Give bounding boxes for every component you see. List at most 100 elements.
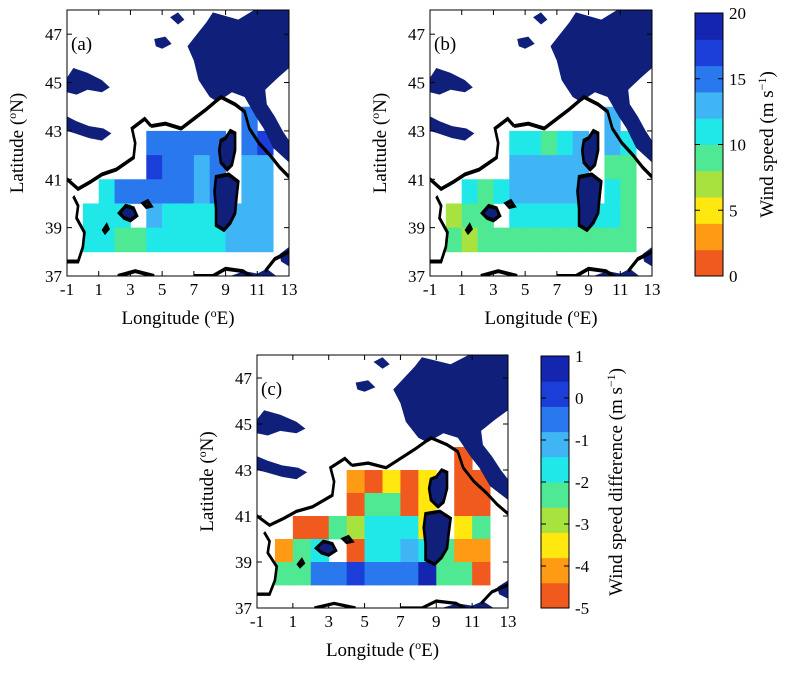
heatmap-cell (620, 228, 636, 253)
colorbar-segment (541, 532, 569, 558)
x-tick-label: 7 (190, 280, 199, 299)
heatmap-cell (130, 228, 146, 253)
heatmap-cell (400, 493, 418, 516)
heatmap-cell (557, 203, 573, 228)
heatmap-cell (162, 228, 178, 253)
heatmap-cell (604, 131, 620, 156)
heatmap-cell (83, 203, 99, 228)
x-tick-label: 7 (396, 612, 405, 631)
heatmap-cell (400, 470, 418, 493)
colorbar-segment (541, 457, 569, 483)
x-axis-label: Longitude (oE) (484, 306, 597, 329)
heatmap-cell (241, 155, 257, 180)
colorbar-tick-label: 20 (729, 4, 746, 23)
heatmap-cell (400, 539, 418, 562)
heatmap-cell (257, 228, 273, 253)
heatmap-cell (383, 516, 401, 539)
colorbar-tick-label: 1 (575, 347, 584, 366)
colorbar-tick-label: 0 (729, 267, 738, 286)
heatmap-cell (146, 228, 162, 253)
heatmap-cell (162, 179, 178, 204)
heatmap-cell (472, 516, 490, 539)
colorbar-label: Wind speed difference (m s−1) (604, 368, 627, 596)
x-tick-label: 9 (432, 612, 441, 631)
heatmap-cell (257, 179, 273, 204)
x-tick-label: 9 (584, 280, 593, 299)
colorbar-tick-label: -3 (575, 515, 589, 534)
heatmap-cell (541, 179, 557, 204)
heatmap-cell (146, 155, 162, 180)
heatmap-cell (493, 228, 509, 253)
heatmap-cell (541, 131, 557, 156)
colorbar-segment (541, 583, 569, 609)
heatmap-cell (493, 179, 509, 204)
heatmap-cell (509, 131, 525, 156)
heatmap-cell (178, 179, 194, 204)
colorbar-tick-label: -2 (575, 473, 589, 492)
x-tick-label: 3 (126, 280, 135, 299)
colorbar-tick-label: -1 (575, 431, 589, 450)
colorbar-segment (541, 406, 569, 432)
heatmap-cell (541, 155, 557, 180)
colorbar-segment (541, 482, 569, 508)
y-tick-label: 47 (235, 369, 253, 388)
panel-label: (b) (434, 34, 456, 55)
heatmap-cell (226, 228, 242, 253)
heatmap-cell (400, 562, 418, 585)
heatmap-cell (194, 179, 210, 204)
heatmap-cell (604, 179, 620, 204)
heatmap-cell (454, 470, 472, 493)
heatmap-cell (146, 131, 162, 156)
heatmap-cell (604, 155, 620, 180)
panel-label: (c) (261, 379, 282, 400)
heatmap-cell (347, 562, 365, 585)
y-tick-label: 41 (45, 170, 62, 189)
plot-area (257, 355, 508, 610)
x-tick-label: 13 (500, 612, 517, 631)
x-tick-label: -1 (60, 280, 74, 299)
colorbar-segment (695, 39, 723, 66)
heatmap-cell (115, 228, 131, 253)
colorbar-segment (541, 432, 569, 458)
heatmap-cell (178, 131, 194, 156)
heatmap-cell (178, 203, 194, 228)
colorbar-tick-label: 0 (575, 389, 584, 408)
y-axis-label: Latitude (oN) (368, 93, 391, 193)
heatmap-cell (541, 203, 557, 228)
y-tick-label: 45 (235, 415, 252, 434)
heatmap-cell (194, 203, 210, 228)
heatmap-cell (162, 155, 178, 180)
x-tick-label: 11 (612, 280, 628, 299)
heatmap-cell (365, 539, 383, 562)
y-tick-label: 41 (408, 170, 425, 189)
y-tick-label: 39 (45, 219, 62, 238)
y-tick-label: 43 (408, 122, 425, 141)
heatmap-cell (311, 516, 329, 539)
heatmap-cell (462, 179, 478, 204)
x-tick-label: -1 (250, 612, 264, 631)
panel-b: -1 1 3 5 7 9 11 13373941434547 (b)Longitude (oE)… (368, 10, 661, 329)
heatmap-cell (620, 179, 636, 204)
y-tick-label: 47 (45, 25, 63, 44)
colorbar-segment (695, 223, 723, 250)
y-tick-label: 45 (45, 74, 62, 93)
heatmap-cell (557, 228, 573, 253)
y-tick-label: 39 (235, 553, 252, 572)
heatmap-cell (365, 470, 383, 493)
colorbar-segment (541, 558, 569, 584)
colorbar-segment (695, 250, 723, 277)
x-tick-label: 5 (158, 280, 167, 299)
heatmap-cell (293, 516, 311, 539)
heatmap-cell (241, 203, 257, 228)
heatmap-cell (194, 131, 210, 156)
heatmap-cell (178, 155, 194, 180)
heatmap-cell (478, 228, 494, 253)
colorbar-segment (541, 356, 569, 382)
x-tick-label: 13 (281, 280, 298, 299)
heatmap-cell (472, 493, 490, 516)
colorbar-segment (695, 145, 723, 172)
heatmap-cell (241, 131, 257, 156)
heatmap-cell (557, 179, 573, 204)
heatmap-cell (454, 493, 472, 516)
